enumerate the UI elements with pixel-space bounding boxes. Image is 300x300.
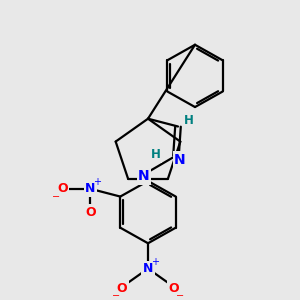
Text: N: N: [85, 182, 95, 195]
Text: H: H: [151, 148, 161, 161]
Text: N: N: [143, 262, 153, 275]
Text: N: N: [138, 169, 150, 183]
Text: +: +: [151, 257, 159, 267]
Text: +: +: [93, 177, 101, 187]
Text: O: O: [85, 206, 96, 219]
Text: O: O: [169, 281, 179, 295]
Text: −: −: [112, 291, 120, 300]
Text: O: O: [117, 281, 127, 295]
Text: −: −: [52, 192, 60, 202]
Text: O: O: [57, 182, 68, 195]
Text: −: −: [176, 291, 184, 300]
Text: N: N: [174, 153, 186, 166]
Text: H: H: [184, 114, 194, 127]
